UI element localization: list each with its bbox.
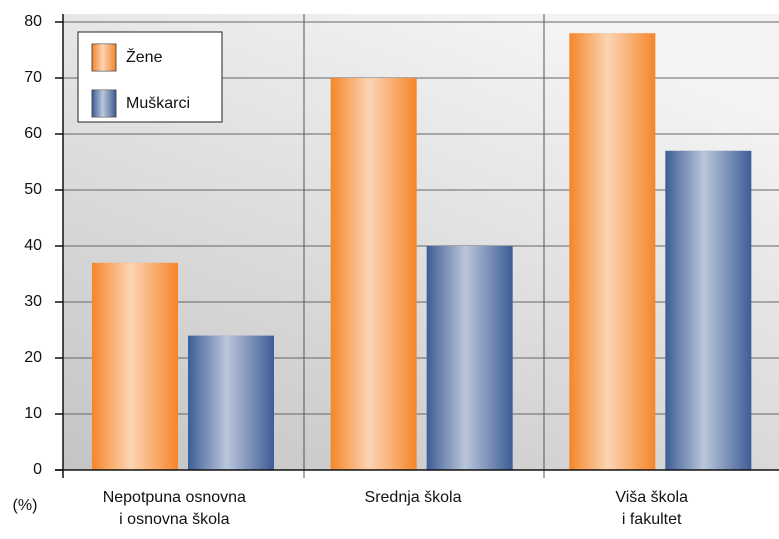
x-tick-label: Srednja škola	[365, 489, 462, 506]
y-tick-label: 0	[33, 461, 42, 478]
y-tick-label: 30	[24, 293, 42, 310]
y-tick-label: 70	[24, 69, 42, 86]
x-tick-label: Nepotpuna osnovna i osnovna škola	[103, 489, 246, 528]
x-tick-label: Viša škola i fakultet	[615, 489, 688, 528]
y-tick-label: 40	[24, 237, 42, 254]
legend-swatch-shine	[92, 90, 116, 117]
y-tick-label: 60	[24, 125, 42, 142]
y-tick-label: 10	[24, 405, 42, 422]
bar-shine	[569, 33, 656, 470]
bar-shine	[188, 335, 274, 470]
legend-label: Žene	[126, 47, 163, 66]
y-tick-label: 20	[24, 349, 42, 366]
legend-label: Muškarci	[126, 95, 190, 112]
bar-shine	[330, 78, 417, 470]
legend-swatch-shine	[92, 44, 116, 71]
y-tick-label: 50	[24, 181, 42, 198]
y-axis-label: (%)	[13, 497, 38, 514]
y-tick-label: 80	[24, 13, 42, 30]
bar-shine	[92, 262, 178, 470]
bar-shine	[426, 246, 513, 470]
bar-shine	[665, 150, 752, 471]
